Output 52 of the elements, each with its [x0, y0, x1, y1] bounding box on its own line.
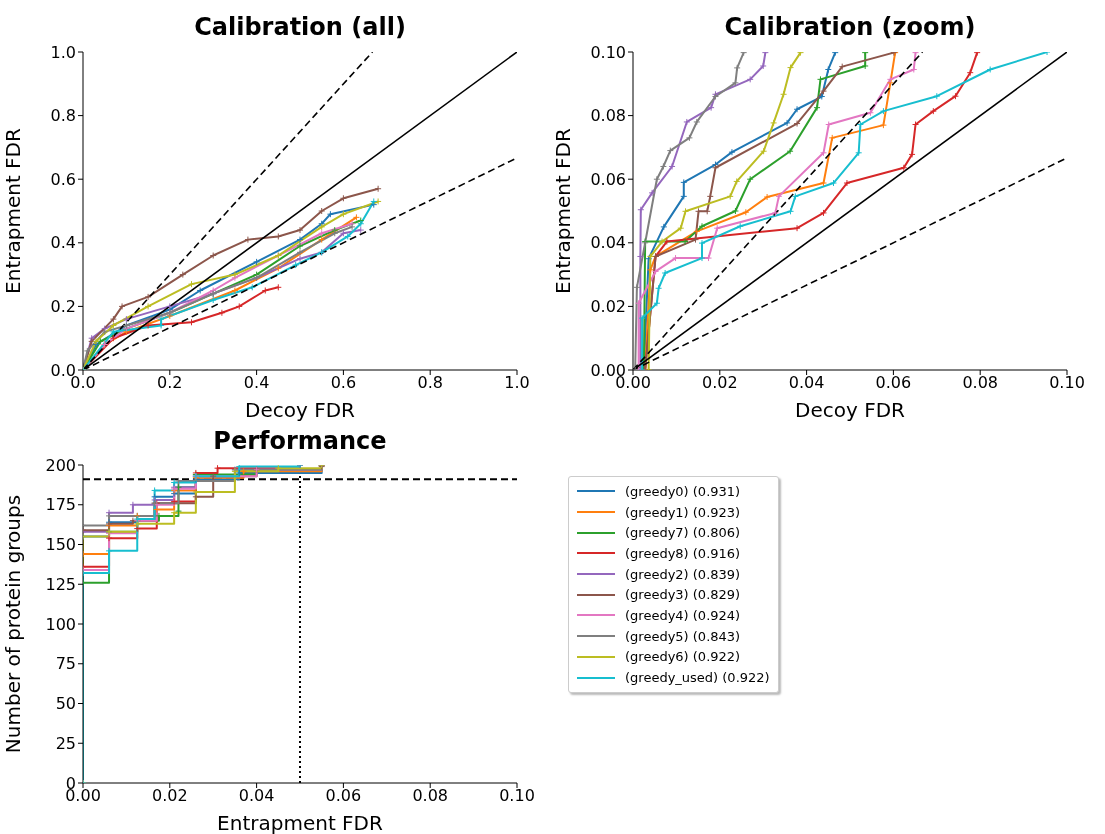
y-axis-title: Number of protein groups	[1, 493, 25, 756]
y-tick-label: 0.02	[590, 297, 626, 317]
y-tick-label: 0.6	[50, 169, 76, 189]
y-tick-label: 125	[45, 574, 76, 594]
x-tick-label: 0.4	[243, 373, 270, 393]
x-tick-label: 0.10	[499, 786, 535, 806]
x-axis-title: Decoy FDR	[794, 398, 906, 422]
legend-label: (greedy2) (0.839)	[625, 566, 741, 582]
legend-label: (greedy8) (0.916)	[625, 545, 741, 561]
x-tick-label: 0.2	[157, 373, 183, 393]
x-tick-label: 0.10	[1049, 373, 1085, 393]
y-tick-label: 0.8	[50, 106, 76, 126]
y-tick-label: 0.08	[590, 106, 626, 126]
y-tick-label: 0.2	[50, 297, 76, 317]
x-tick-label: 0.04	[238, 786, 275, 806]
x-tick-label: 0.02	[151, 786, 188, 806]
y-tick-label: 1.0	[50, 42, 76, 62]
x-tick-label: 0.02	[701, 373, 738, 393]
x-tick-label: 0.06	[325, 786, 362, 806]
x-tick-label: 0.06	[875, 373, 912, 393]
x-axis-title: Decoy FDR	[244, 398, 356, 422]
x-tick-label: 0.08	[962, 373, 999, 393]
y-tick-label: 0.04	[590, 233, 626, 253]
y-tick-label: 0.10	[590, 42, 626, 62]
y-axis-title: Entrapment FDR	[551, 127, 575, 296]
x-axis-title: Entrapment FDR	[216, 811, 384, 834]
x-tick-label: 1.0	[504, 373, 530, 393]
x-tick-label: 0.08	[412, 786, 449, 806]
chart-title: Performance	[212, 427, 388, 455]
x-tick-label: 0.8	[417, 373, 443, 393]
chart-title: Calibration (all)	[193, 13, 407, 41]
legend-label: (greedy0) (0.931)	[625, 483, 741, 499]
y-tick-label: 175	[45, 495, 76, 515]
y-tick-label: 50	[55, 694, 76, 714]
y-axis-title: Entrapment FDR	[1, 127, 25, 296]
legend-label: (greedy7) (0.806)	[625, 525, 741, 541]
y-tick-label: 0.4	[50, 233, 76, 253]
y-tick-label: 25	[55, 733, 76, 753]
legend-label: (greedy3) (0.829)	[625, 587, 741, 603]
legend-label: (greedy6) (0.922)	[625, 649, 741, 665]
y-tick-label: 200	[45, 455, 76, 475]
legend-label: (greedy1) (0.923)	[625, 504, 741, 520]
legend-label: (greedy5) (0.843)	[625, 628, 741, 644]
y-tick-label: 150	[45, 535, 76, 555]
y-tick-label: 0.06	[590, 169, 626, 189]
legend-label: (greedy4) (0.924)	[625, 607, 741, 623]
chart-title: Calibration (zoom)	[723, 13, 977, 41]
y-tick-label: 100	[45, 614, 76, 634]
x-tick-label: 0.6	[330, 373, 357, 393]
y-tick-label: 75	[55, 654, 76, 674]
legend-label: (greedy_used) (0.922)	[625, 670, 770, 686]
x-tick-label: 0.04	[788, 373, 825, 393]
